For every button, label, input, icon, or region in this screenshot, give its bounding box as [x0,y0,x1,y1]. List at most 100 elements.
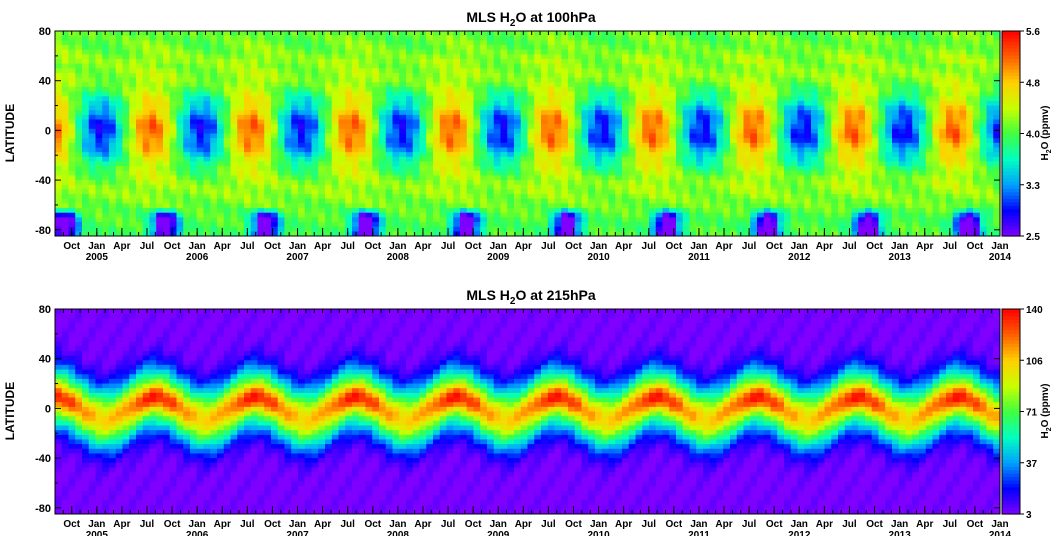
heatmap-cell [68,203,76,209]
heatmap-cell [115,44,124,51]
heatmap-cell [55,208,63,214]
heatmap-cell [703,91,711,97]
heatmap-cell [635,222,643,228]
heatmap-cell [547,100,556,107]
heatmap-cell [325,142,333,149]
heatmap-cell [595,147,603,153]
heatmap-cell [480,161,488,167]
heatmap-cell [142,63,151,69]
heatmap-cell [352,203,360,209]
heatmap-cell [217,96,225,102]
heatmap-cell [473,40,481,46]
heatmap-cell [412,105,421,111]
heatmap-cell [696,63,704,69]
heatmap-cell [784,54,792,60]
heatmap-cell [115,180,124,186]
heatmap-cell [392,77,400,83]
heatmap-cell [676,166,684,172]
heatmap-cell [284,138,292,144]
heatmap-cell [730,68,738,74]
heatmap-cell [736,58,745,65]
heatmap-cell [581,96,589,102]
heatmap-cell [480,110,488,116]
heatmap-cell [682,96,691,102]
heatmap-cell [412,40,421,46]
heatmap-cell [95,226,103,232]
heatmap-cell [763,40,772,46]
heatmap-cell [811,35,819,41]
heatmap-cell [298,231,306,236]
heatmap-cell [210,100,218,107]
heatmap-cell [811,212,819,218]
heatmap-cell [291,226,299,232]
heatmap-cell [723,156,731,163]
heatmap-cell [507,152,515,158]
heatmap-cell [61,189,70,195]
heatmap-cell [176,54,184,60]
heatmap-cell [88,170,97,177]
heatmap-cell [169,217,178,223]
heatmap-cell [736,170,745,177]
heatmap-cell [676,124,684,130]
heatmap-cell [244,110,252,116]
heatmap-cell [304,138,313,144]
heatmap-cell [61,133,70,139]
heatmap-cell [196,110,205,116]
heatmap-cell [689,142,697,149]
heatmap-cell [338,31,346,37]
heatmap-cell [507,203,515,209]
heatmap-cell [797,58,805,65]
heatmap-cell [264,110,272,116]
heatmap-cell [750,31,758,37]
heatmap-cell [635,147,643,153]
heatmap-cell [608,100,616,107]
heatmap-cell [129,152,137,158]
heatmap-cell [291,212,299,218]
heatmap-cell [311,100,319,107]
heatmap-cell [682,203,691,209]
heatmap-cell [271,217,279,223]
heatmap-cell [433,35,441,41]
heatmap-cell [534,180,542,186]
heatmap-cell [237,133,245,139]
heatmap-cell [365,35,373,41]
heatmap-cell [453,40,461,46]
heatmap-cell [169,44,178,51]
heatmap-cell [615,170,623,177]
heatmap-cell [284,110,292,116]
heatmap-cell [507,133,515,139]
heatmap-cell [453,35,461,41]
heatmap-cell [88,212,97,218]
heatmap-cell [709,49,718,55]
heatmap-cell [790,49,799,55]
heatmap-cell [277,77,286,83]
heatmap-cell [723,110,731,116]
heatmap-cell [790,217,799,223]
heatmap-cell [142,35,151,41]
heatmap-cell [433,128,441,135]
heatmap-cell [500,147,508,153]
heatmap-cell [277,105,286,111]
heatmap-cell [649,152,657,158]
heatmap-cell [406,166,414,172]
heatmap-cell [156,138,164,144]
heatmap-cell [588,203,596,209]
heatmap-cell [257,63,265,69]
heatmap-cell [176,194,184,200]
heatmap-cell [298,133,306,139]
heatmap-cell [581,217,589,223]
heatmap-cell [527,222,535,228]
heatmap-cell [352,49,360,55]
heatmap-cell [163,54,171,60]
heatmap-cell [595,208,603,214]
heatmap-cell [250,226,259,232]
heatmap-cell [541,175,549,181]
heatmap-cell [325,40,333,46]
heatmap-cell [811,189,819,195]
heatmap-cell [257,161,265,167]
heatmap-cell [352,72,360,79]
heatmap-cell [122,77,130,83]
heatmap-cell [358,217,367,223]
heatmap-cell [460,152,468,158]
heatmap-cell [568,91,576,97]
